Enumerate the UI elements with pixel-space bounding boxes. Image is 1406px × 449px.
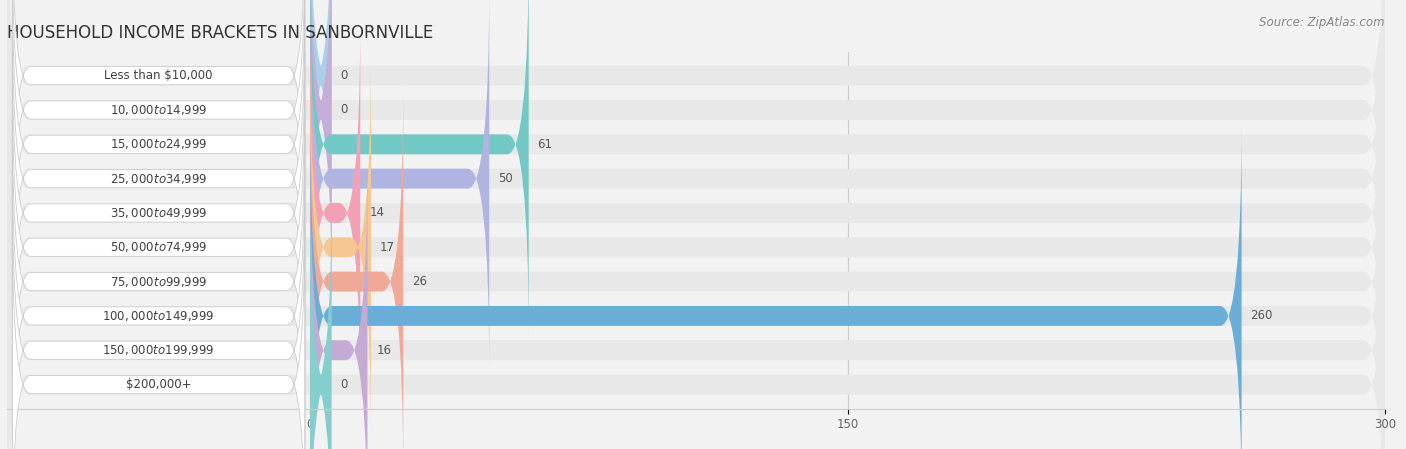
Text: 0: 0 (340, 378, 347, 391)
Text: 14: 14 (370, 207, 384, 220)
Text: HOUSEHOLD INCOME BRACKETS IN SANBORNVILLE: HOUSEHOLD INCOME BRACKETS IN SANBORNVILL… (7, 24, 433, 42)
Text: 0: 0 (340, 103, 347, 116)
Text: 16: 16 (377, 344, 391, 357)
FancyBboxPatch shape (311, 0, 332, 272)
FancyBboxPatch shape (13, 50, 305, 375)
FancyBboxPatch shape (311, 0, 529, 340)
FancyBboxPatch shape (13, 0, 305, 238)
Text: $35,000 to $49,999: $35,000 to $49,999 (110, 206, 207, 220)
FancyBboxPatch shape (7, 0, 1385, 272)
FancyBboxPatch shape (13, 0, 305, 307)
Text: 17: 17 (380, 241, 395, 254)
FancyBboxPatch shape (311, 51, 371, 443)
FancyBboxPatch shape (7, 189, 1385, 449)
Text: 0: 0 (340, 69, 347, 82)
FancyBboxPatch shape (13, 222, 305, 449)
Text: 26: 26 (412, 275, 427, 288)
Text: Source: ZipAtlas.com: Source: ZipAtlas.com (1260, 16, 1385, 29)
FancyBboxPatch shape (13, 16, 305, 341)
Text: $200,000+: $200,000+ (125, 378, 191, 391)
FancyBboxPatch shape (311, 86, 404, 449)
Text: $75,000 to $99,999: $75,000 to $99,999 (110, 275, 207, 289)
Text: Less than $10,000: Less than $10,000 (104, 69, 212, 82)
FancyBboxPatch shape (311, 0, 489, 374)
FancyBboxPatch shape (7, 154, 1385, 449)
FancyBboxPatch shape (311, 154, 367, 449)
FancyBboxPatch shape (13, 188, 305, 449)
Text: $15,000 to $24,999: $15,000 to $24,999 (110, 137, 207, 151)
FancyBboxPatch shape (13, 85, 305, 410)
FancyBboxPatch shape (311, 17, 360, 409)
Text: 260: 260 (1250, 309, 1272, 322)
FancyBboxPatch shape (7, 0, 1385, 306)
FancyBboxPatch shape (7, 86, 1385, 449)
FancyBboxPatch shape (7, 0, 1385, 374)
Text: $10,000 to $14,999: $10,000 to $14,999 (110, 103, 207, 117)
Text: 61: 61 (537, 138, 553, 151)
Text: $50,000 to $74,999: $50,000 to $74,999 (110, 240, 207, 254)
FancyBboxPatch shape (7, 51, 1385, 443)
FancyBboxPatch shape (7, 17, 1385, 409)
Text: $25,000 to $34,999: $25,000 to $34,999 (110, 172, 207, 185)
FancyBboxPatch shape (7, 120, 1385, 449)
Text: $100,000 to $149,999: $100,000 to $149,999 (103, 309, 215, 323)
Text: 50: 50 (498, 172, 513, 185)
FancyBboxPatch shape (311, 0, 332, 306)
Text: $150,000 to $199,999: $150,000 to $199,999 (103, 343, 215, 357)
FancyBboxPatch shape (311, 189, 332, 449)
FancyBboxPatch shape (311, 120, 1241, 449)
FancyBboxPatch shape (13, 0, 305, 273)
FancyBboxPatch shape (7, 0, 1385, 340)
FancyBboxPatch shape (13, 154, 305, 449)
FancyBboxPatch shape (13, 119, 305, 444)
